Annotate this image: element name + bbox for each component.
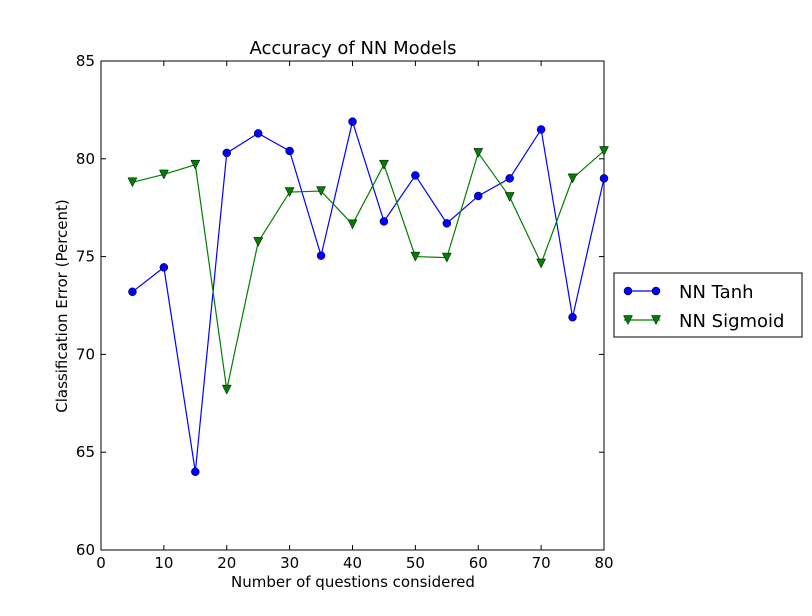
data-point — [504, 192, 515, 203]
x-tick-label: 50 — [406, 554, 425, 572]
data-point — [284, 187, 295, 198]
data-point — [191, 467, 200, 477]
x-tick-label: 30 — [280, 554, 299, 572]
legend-marker — [623, 286, 633, 296]
data-point — [253, 129, 263, 138]
x-tick-label: 70 — [532, 554, 551, 572]
x-tick-label: 0 — [96, 554, 106, 572]
data-point — [599, 174, 609, 183]
data-point — [285, 146, 294, 156]
x-tick-label: 10 — [154, 554, 173, 572]
data-point — [253, 237, 264, 247]
data-point — [379, 217, 389, 226]
legend-marker — [623, 315, 633, 326]
data-point — [158, 169, 169, 180]
data-point — [474, 191, 483, 201]
y-tick-label: 70 — [76, 345, 95, 363]
data-point — [316, 186, 326, 197]
y-tick-label: 60 — [76, 541, 95, 559]
legend-box — [613, 272, 803, 338]
data-point — [128, 287, 137, 297]
data-point — [347, 219, 358, 230]
x-tick-label: 20 — [217, 554, 236, 572]
x-tick-label: 40 — [343, 554, 362, 572]
y-tick-label: 65 — [76, 443, 95, 461]
y-tick-label: 75 — [76, 248, 95, 266]
data-point — [536, 125, 546, 134]
data-point — [599, 146, 609, 157]
data-point — [379, 159, 389, 170]
plot-area: 0 10 20 30 40 50 60 70 80 60 65 70 75 80 85 — [76, 52, 614, 572]
data-point — [473, 148, 484, 158]
x-axis-label: Number of questions considered — [231, 573, 475, 591]
data-point — [127, 177, 138, 188]
data-point — [316, 251, 326, 260]
y-tick-label: 85 — [76, 52, 95, 70]
data-point — [568, 312, 577, 322]
data-point — [221, 384, 232, 395]
legend-label: NN Sigmoid — [679, 311, 784, 332]
data-point — [441, 252, 452, 263]
data-point — [410, 251, 421, 262]
x-tick-label: 80 — [594, 554, 613, 572]
data-point — [567, 173, 578, 184]
legend: NN Tanh NN Sigmoid — [613, 272, 803, 338]
data-point — [442, 219, 452, 228]
data-point — [222, 148, 231, 158]
x-tick-label: 60 — [469, 554, 488, 572]
y-tick-label: 80 — [76, 150, 95, 168]
legend-marker — [651, 286, 661, 296]
data-point — [505, 174, 514, 183]
data-point — [411, 171, 420, 180]
data-point — [348, 117, 357, 126]
data-point — [159, 263, 169, 272]
series-line — [132, 150, 605, 390]
legend-marker — [651, 315, 661, 326]
series-line — [132, 119, 605, 472]
y-axis-label: Classification Error (Percent) — [53, 199, 71, 413]
data-point — [190, 159, 201, 170]
legend-label: NN Tanh — [679, 282, 754, 303]
data-point — [536, 258, 547, 269]
chart-title: Accuracy of NN Models — [249, 38, 456, 59]
